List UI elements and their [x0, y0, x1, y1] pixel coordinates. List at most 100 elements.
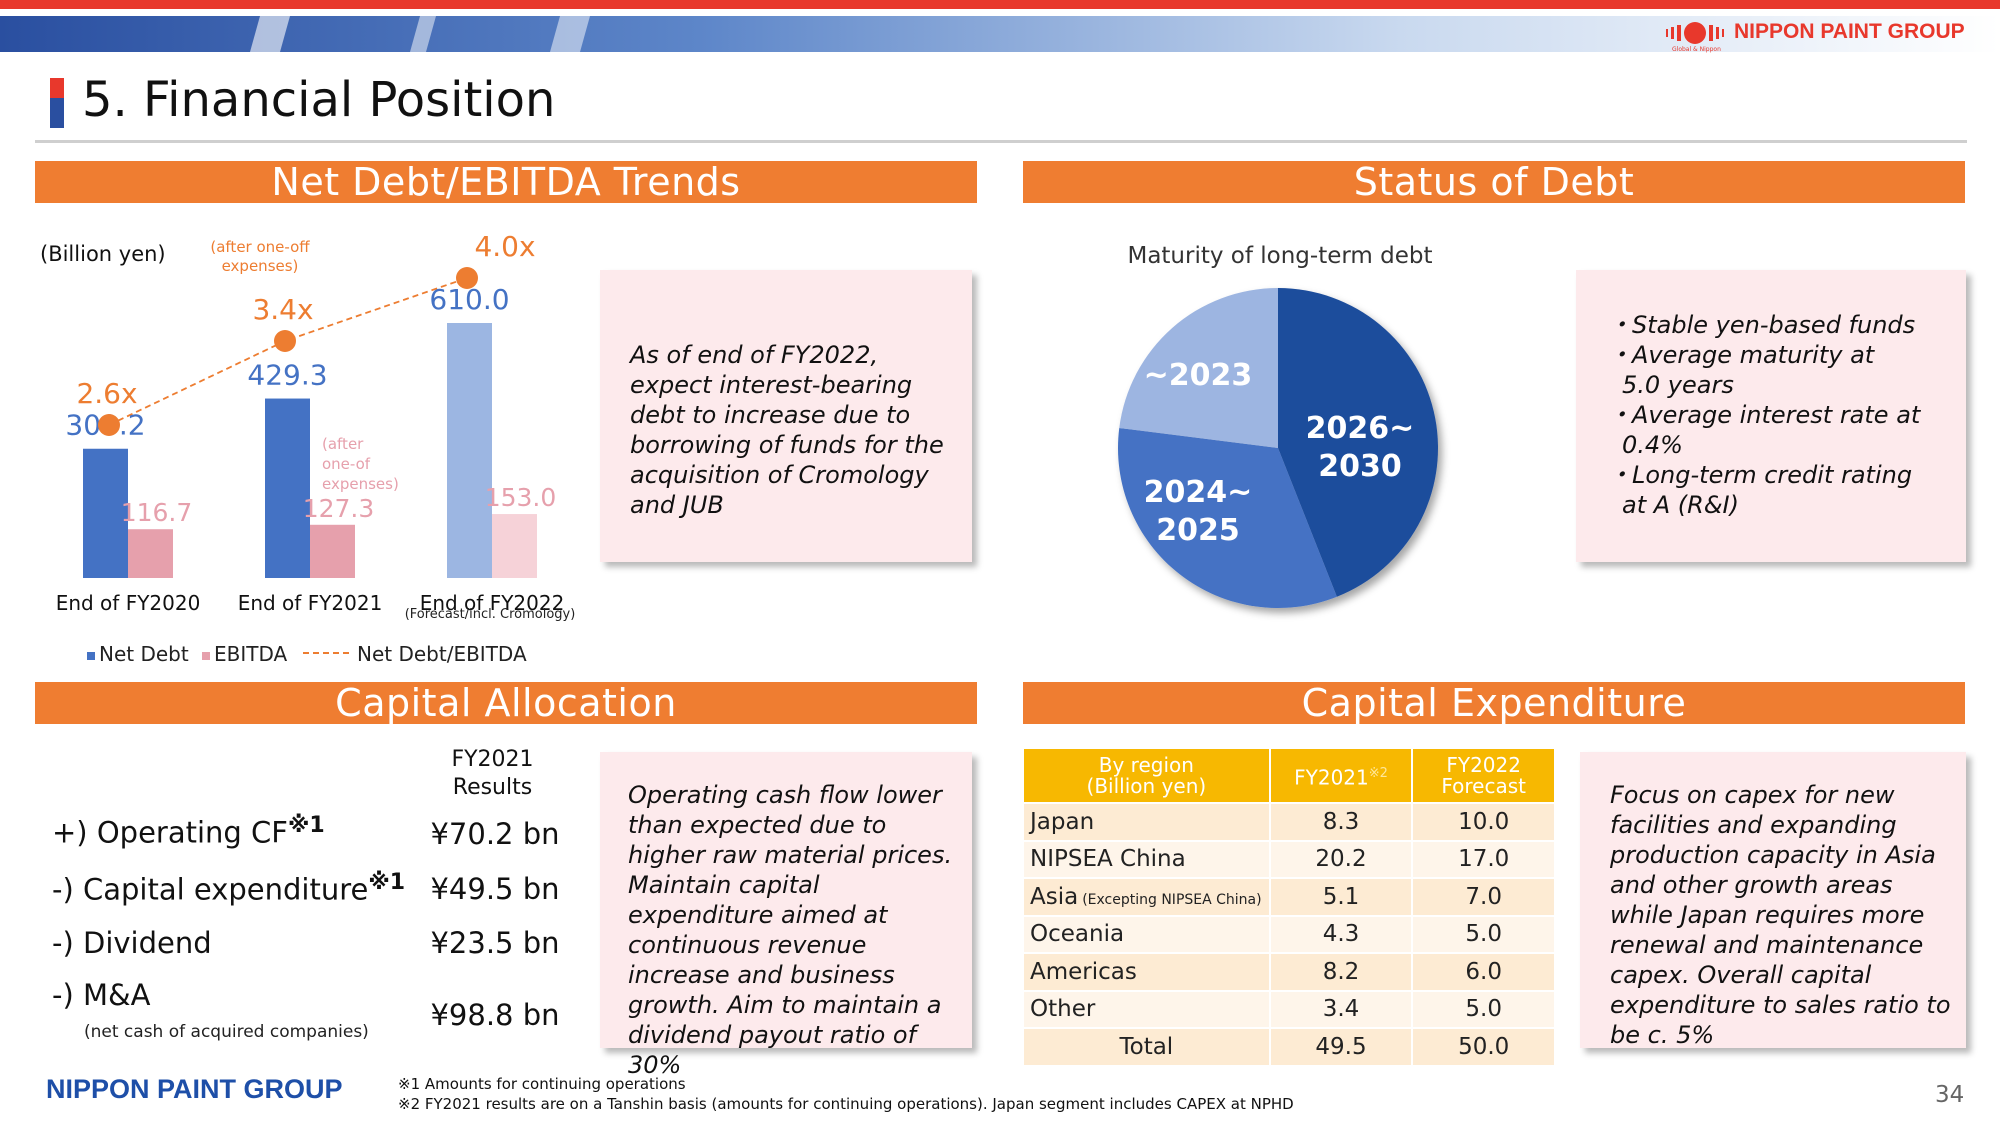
- maturity-pie-chart: 2026~ 2030 2024~ 2025 ~2023: [1118, 288, 1438, 608]
- legend-label-ebitda: EBITDA: [214, 642, 288, 666]
- ebitda-bar: [492, 514, 537, 578]
- ratio-point: [98, 414, 120, 436]
- alloc-row-ma: -) M&A: [52, 978, 151, 1012]
- alloc-row-capex: -) Capital expenditure※1: [52, 870, 405, 907]
- ratio-annotation: (after one-off expenses): [210, 238, 310, 275]
- ebitda-value-label: 127.3: [303, 494, 375, 523]
- net-debt-bar: [83, 448, 128, 578]
- title-divider: [35, 140, 1967, 143]
- alloc-row-footnote-mark: ※1: [287, 813, 325, 838]
- alloc-value-capex: ¥49.5 bn: [430, 872, 560, 906]
- ebitda-value-label: 153.0: [485, 483, 557, 512]
- net-debt-banner: Net Debt/EBITDA Trends: [35, 161, 977, 203]
- capex-fy2022-cell: 6.0: [1413, 954, 1554, 990]
- capex-total-fy2022: 50.0: [1413, 1029, 1554, 1065]
- alloc-note: Operating cash flow lower than expected …: [600, 752, 972, 1079]
- capex-header-fy2021-mark: ※2: [1368, 765, 1388, 781]
- table-row: Japan 8.3 10.0: [1024, 804, 1554, 840]
- legend-swatch-net-debt: [87, 652, 95, 660]
- pie-slice-label-line: 2030: [1318, 449, 1402, 484]
- ratio-value-label: 3.4x: [252, 293, 313, 326]
- capex-region-cell: Asia (Excepting NIPSEA China): [1024, 879, 1269, 915]
- pie-slice-label-line: ~2023: [1144, 358, 1253, 393]
- debt-note-line: 0.4%: [1622, 431, 1683, 459]
- pie-slice-label: 2026~ 2030: [1306, 411, 1415, 484]
- capex-fy2021-cell: 4.3: [1270, 916, 1412, 952]
- footnote-1: ※1 Amounts for continuing operations: [398, 1075, 686, 1093]
- debt-note-line: ・Long-term credit rating: [1608, 461, 1913, 489]
- capex-note: Focus on capex for new facilities and ex…: [1580, 752, 1966, 1049]
- table-row: Asia (Excepting NIPSEA China) 5.1 7.0: [1024, 879, 1554, 915]
- debt-note-line: ・Average maturity at: [1608, 341, 1875, 369]
- capex-header-region: By region (Billion yen): [1024, 749, 1269, 802]
- capex-total-label: Total: [1024, 1029, 1269, 1065]
- pie-slice-label: ~2023: [1144, 358, 1253, 393]
- alloc-row-operating-cf: +) Operating CF※1: [52, 813, 325, 850]
- alloc-row-label: -) Capital expenditure: [52, 872, 369, 907]
- ebitda-annotation: (after one-of expenses): [322, 435, 399, 493]
- pie-slice: [1278, 288, 1438, 597]
- capex-region-cell: Japan: [1024, 804, 1269, 840]
- capex-table-header: By region (Billion yen) FY2021※2 FY2022 …: [1024, 749, 1554, 802]
- capex-note-text: Focus on capex for new facilities and ex…: [1610, 781, 1951, 1049]
- net-debt-note: As of end of FY2022, expect interest-bea…: [600, 270, 972, 562]
- net-debt-value-label: 429.3: [247, 359, 327, 392]
- footer-logo: NIPPON PAINT GROUP: [46, 1074, 343, 1104]
- capex-header-unit-label: (Billion yen): [1086, 773, 1207, 798]
- debt-note-line: ・Stable yen-based funds: [1608, 311, 1916, 339]
- capex-header-region-label: By region: [1098, 752, 1194, 777]
- top-red-stripe: [0, 0, 2000, 9]
- ratio-point: [456, 267, 478, 289]
- capex-header-fy2022: FY2022 Forecast: [1413, 749, 1554, 802]
- fy2022-forecast-sublabel: (Forecast/incl. Cromology): [404, 607, 576, 622]
- alloc-col-header-results: Results: [452, 775, 533, 800]
- page-title: 5. Financial Position: [82, 72, 556, 128]
- capex-fy2021-cell: 3.4: [1270, 991, 1412, 1027]
- footnote-2: ※2 FY2021 results are on a Tanshin basis…: [398, 1095, 1294, 1113]
- header-logo: NIPPON PAINT GROUP Global & Nippon: [1660, 20, 1980, 54]
- ratio-point: [274, 330, 296, 352]
- capex-region-cell: Oceania: [1024, 916, 1269, 952]
- net-debt-bar: [447, 323, 492, 578]
- alloc-col-header-year: FY2021: [451, 747, 534, 772]
- capex-fy2022-cell: 5.0: [1413, 991, 1554, 1027]
- header-logo-text: NIPPON PAINT GROUP: [1734, 20, 1965, 43]
- title-accent-bar: [50, 78, 64, 128]
- debt-note-line: ・Average interest rate at: [1608, 401, 1921, 429]
- net-debt-note-text: As of end of FY2022, expect interest-bea…: [630, 341, 944, 519]
- debt-note-line: 5.0 years: [1622, 371, 1734, 399]
- pie-slice-label: 2024~ 2025: [1144, 475, 1253, 548]
- alloc-row-label: +) Operating CF: [52, 815, 288, 850]
- table-row: NIPSEA China 20.2 17.0: [1024, 841, 1554, 877]
- capex-fy2022-cell: 5.0: [1413, 916, 1554, 952]
- alloc-value-dividend: ¥23.5 bn: [430, 926, 560, 960]
- logo-mark-icon: [1666, 22, 1724, 44]
- alloc-value-operating-cf: ¥70.2 bn: [430, 817, 560, 851]
- pie-title: Maturity of long-term debt: [1127, 243, 1433, 269]
- alloc-note-text: Operating cash flow lower than expected …: [628, 781, 953, 1079]
- debt-note-line: at A (R&I): [1622, 491, 1739, 519]
- capex-fy2021-cell: 8.2: [1270, 954, 1412, 990]
- capex-banner: Capital Expenditure: [1023, 682, 1965, 724]
- capex-header-fy2021-label: FY2021: [1294, 765, 1369, 790]
- legend-label-ratio: Net Debt/EBITDA: [357, 642, 527, 666]
- table-row: Americas 8.2 6.0: [1024, 954, 1554, 990]
- pie-slice: [1119, 288, 1278, 448]
- debt-note: ・Stable yen-based funds ・Average maturity…: [1576, 270, 1966, 562]
- capex-total-fy2021: 49.5: [1270, 1029, 1412, 1065]
- capex-header-fy2021: FY2021※2: [1270, 749, 1412, 802]
- table-total-row: Total 49.5 50.0: [1024, 1029, 1554, 1065]
- alloc-row-footnote-mark: ※1: [368, 870, 406, 895]
- capex-fy2021-cell: 20.2: [1270, 841, 1412, 877]
- chart-legend: Net Debt EBITDA Net Debt/EBITDA: [85, 640, 555, 670]
- pie-slice-label-line: 2024~: [1144, 475, 1253, 510]
- category-label: End of FY2022: [420, 591, 565, 615]
- ebitda-bar: [310, 524, 355, 578]
- capex-fy2021-cell: 5.1: [1270, 879, 1412, 915]
- table-row: Other 3.4 5.0: [1024, 991, 1554, 1027]
- page-number: 34: [1935, 1082, 1965, 1108]
- capex-header-fy2022-label: FY2022: [1446, 752, 1521, 777]
- pie-slice: [1118, 427, 1337, 608]
- capex-region-label: Asia: [1030, 883, 1079, 910]
- pie-slices: [1118, 288, 1438, 608]
